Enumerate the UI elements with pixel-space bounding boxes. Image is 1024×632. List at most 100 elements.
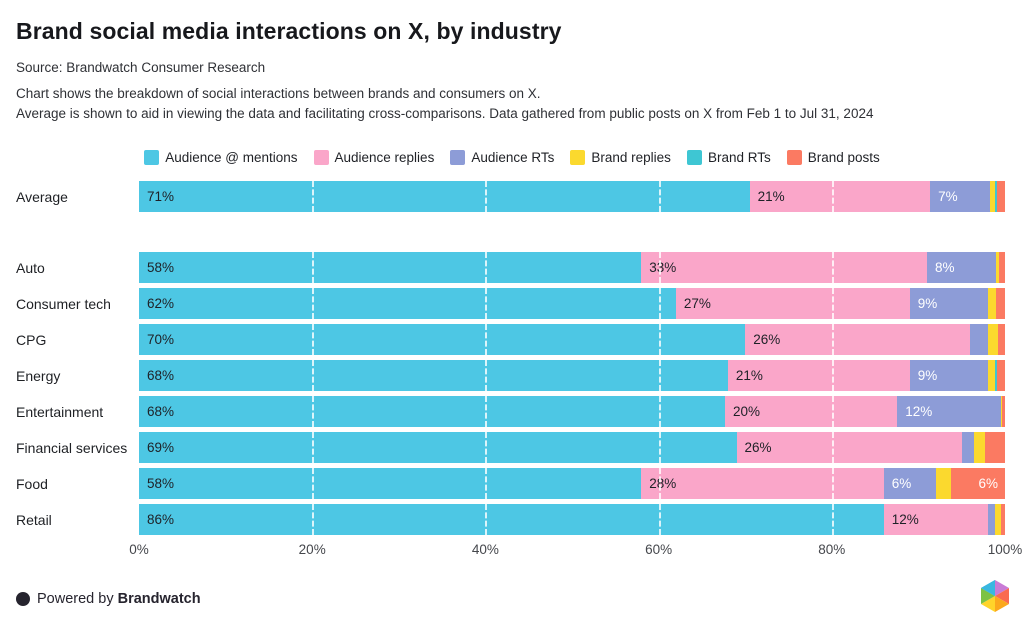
x-axis-tick: 0%	[129, 542, 149, 557]
bar-segment[interactable]: 6%	[883, 468, 936, 499]
bar-segment[interactable]: 58%	[139, 468, 642, 499]
bar-segment[interactable]: 33%	[641, 252, 928, 283]
category-label: Average	[16, 188, 68, 205]
bar-row: Financial services 69% 26%	[0, 432, 1024, 463]
bar-segment[interactable]	[996, 252, 999, 283]
powered-by: Powered by Brandwatch	[16, 591, 201, 607]
bar-segment[interactable]: 69%	[139, 432, 737, 463]
segment-value-label: 33%	[649, 260, 677, 275]
bar-segment[interactable]	[985, 432, 1005, 463]
bar-segment[interactable]: 58%	[139, 252, 642, 283]
bar-segment[interactable]	[1000, 396, 1003, 427]
bar-segment[interactable]: 26%	[745, 324, 971, 355]
bar-track: 71% 21% 7%	[139, 181, 1005, 212]
bar-segment[interactable]	[987, 288, 997, 319]
bar-segment[interactable]: 68%	[139, 396, 725, 427]
legend-item-2[interactable]: Audience replies	[313, 150, 434, 165]
segment-value-label: 21%	[735, 368, 763, 383]
segment-value-label: 28%	[649, 476, 677, 491]
powered-by-text: Powered by Brandwatch	[37, 591, 201, 607]
bar-track: 86% 12%	[139, 504, 1005, 535]
chart-rows: Average 71% 21% 7% Auto 58% 33% 8% Consumer tech…	[0, 181, 1024, 535]
bar-segment[interactable]: 28%	[641, 468, 884, 499]
segment-value-label: 12%	[905, 404, 933, 419]
legend-swatch-icon	[570, 150, 586, 165]
legend-item-4[interactable]: Brand replies	[570, 150, 671, 165]
bar-segment[interactable]: 70%	[139, 324, 746, 355]
x-axis-tick: 60%	[645, 542, 673, 557]
bar-segment[interactable]: 20%	[724, 396, 898, 427]
bar-track: 70% 26%	[139, 324, 1005, 355]
segment-value-label: 7%	[938, 189, 958, 204]
category-label: Consumer tech	[16, 295, 111, 312]
bar-segment[interactable]: 68%	[139, 360, 728, 391]
bar-segment[interactable]	[970, 324, 988, 355]
bar-segment[interactable]: 27%	[675, 288, 910, 319]
bar-segment[interactable]: 71%	[139, 181, 750, 212]
bar-track: 58% 33% 8%	[139, 252, 1005, 283]
bar-segment[interactable]	[994, 360, 998, 391]
bar-segment[interactable]: 21%	[749, 181, 931, 212]
bar-segment[interactable]: 8%	[927, 252, 997, 283]
bar-segment[interactable]	[935, 468, 952, 499]
segment-value-label: 27%	[683, 296, 711, 311]
bar-segment[interactable]	[996, 288, 1005, 319]
legend-item-3[interactable]: Audience RTs	[450, 150, 554, 165]
segment-value-label: 9%	[917, 296, 938, 311]
legend-label: Audience @ mentions	[165, 150, 298, 165]
bar-row: Food 58% 28% 6% 6%	[0, 468, 1024, 499]
segment-value-label: 26%	[744, 440, 772, 455]
bar-segment[interactable]	[987, 504, 996, 535]
logo-hexagon	[981, 580, 1009, 612]
bar-segment[interactable]: 9%	[909, 288, 988, 319]
bar-segment[interactable]	[1002, 396, 1005, 427]
bar-segment[interactable]	[973, 432, 986, 463]
legend-item-6[interactable]: Brand posts	[786, 150, 880, 165]
legend-swatch-icon	[450, 150, 466, 165]
brandwatch-logo-icon	[981, 580, 1009, 612]
x-axis: 0% 20% 40% 60% 80% 100%	[129, 542, 1022, 560]
bar-segment[interactable]	[1001, 504, 1005, 535]
legend-item-1[interactable]: Audience @ mentions	[144, 150, 298, 165]
category-label: CPG	[16, 331, 47, 348]
bar-segment[interactable]	[997, 360, 1005, 391]
bar-track: 68% 21% 9%	[139, 360, 1005, 391]
category-label: Financial services	[16, 439, 128, 456]
bar-track: 69% 26%	[139, 432, 1005, 463]
bar-row: Retail 86% 12%	[0, 504, 1024, 535]
segment-value-label: 21%	[757, 189, 785, 204]
brandwatch-dot-icon	[16, 592, 30, 606]
bar-segment[interactable]	[998, 324, 1005, 355]
bar-segment[interactable]: 26%	[736, 432, 962, 463]
category-label: Energy	[16, 367, 61, 384]
bar-segment[interactable]	[994, 181, 998, 212]
bar-segment[interactable]: 7%	[930, 181, 991, 212]
segment-value-label: 20%	[732, 404, 760, 419]
segment-value-label: 86%	[147, 512, 175, 527]
bar-segment[interactable]: 21%	[727, 360, 910, 391]
bar-segment[interactable]: 12%	[883, 504, 988, 535]
bar-segment[interactable]	[998, 252, 1005, 283]
bar-segment[interactable]: 12%	[897, 396, 1001, 427]
category-label: Food	[16, 475, 48, 492]
bar-segment[interactable]	[995, 504, 1002, 535]
legend-swatch-icon	[144, 150, 160, 165]
bar-segment[interactable]	[990, 181, 995, 212]
bar-segment[interactable]: 6%	[951, 468, 1005, 499]
bar-segment[interactable]	[997, 181, 1005, 212]
bar-row: CPG 70% 26%	[0, 324, 1024, 355]
bar-segment[interactable]: 86%	[139, 504, 884, 535]
legend-item-5[interactable]: Brand RTs	[686, 150, 771, 165]
bar-segment[interactable]: 9%	[909, 360, 988, 391]
segment-value-label: 6%	[978, 476, 998, 491]
x-axis-tick: 20%	[298, 542, 326, 557]
bar-segment[interactable]: 62%	[139, 288, 676, 319]
bar-segment[interactable]	[987, 324, 999, 355]
bar-segment[interactable]	[961, 432, 974, 463]
category-label: Retail	[16, 511, 52, 528]
bar-segment[interactable]	[987, 360, 995, 391]
segment-value-label: 68%	[147, 404, 175, 419]
segment-value-label: 6%	[891, 476, 912, 491]
segment-value-label: 62%	[147, 296, 175, 311]
